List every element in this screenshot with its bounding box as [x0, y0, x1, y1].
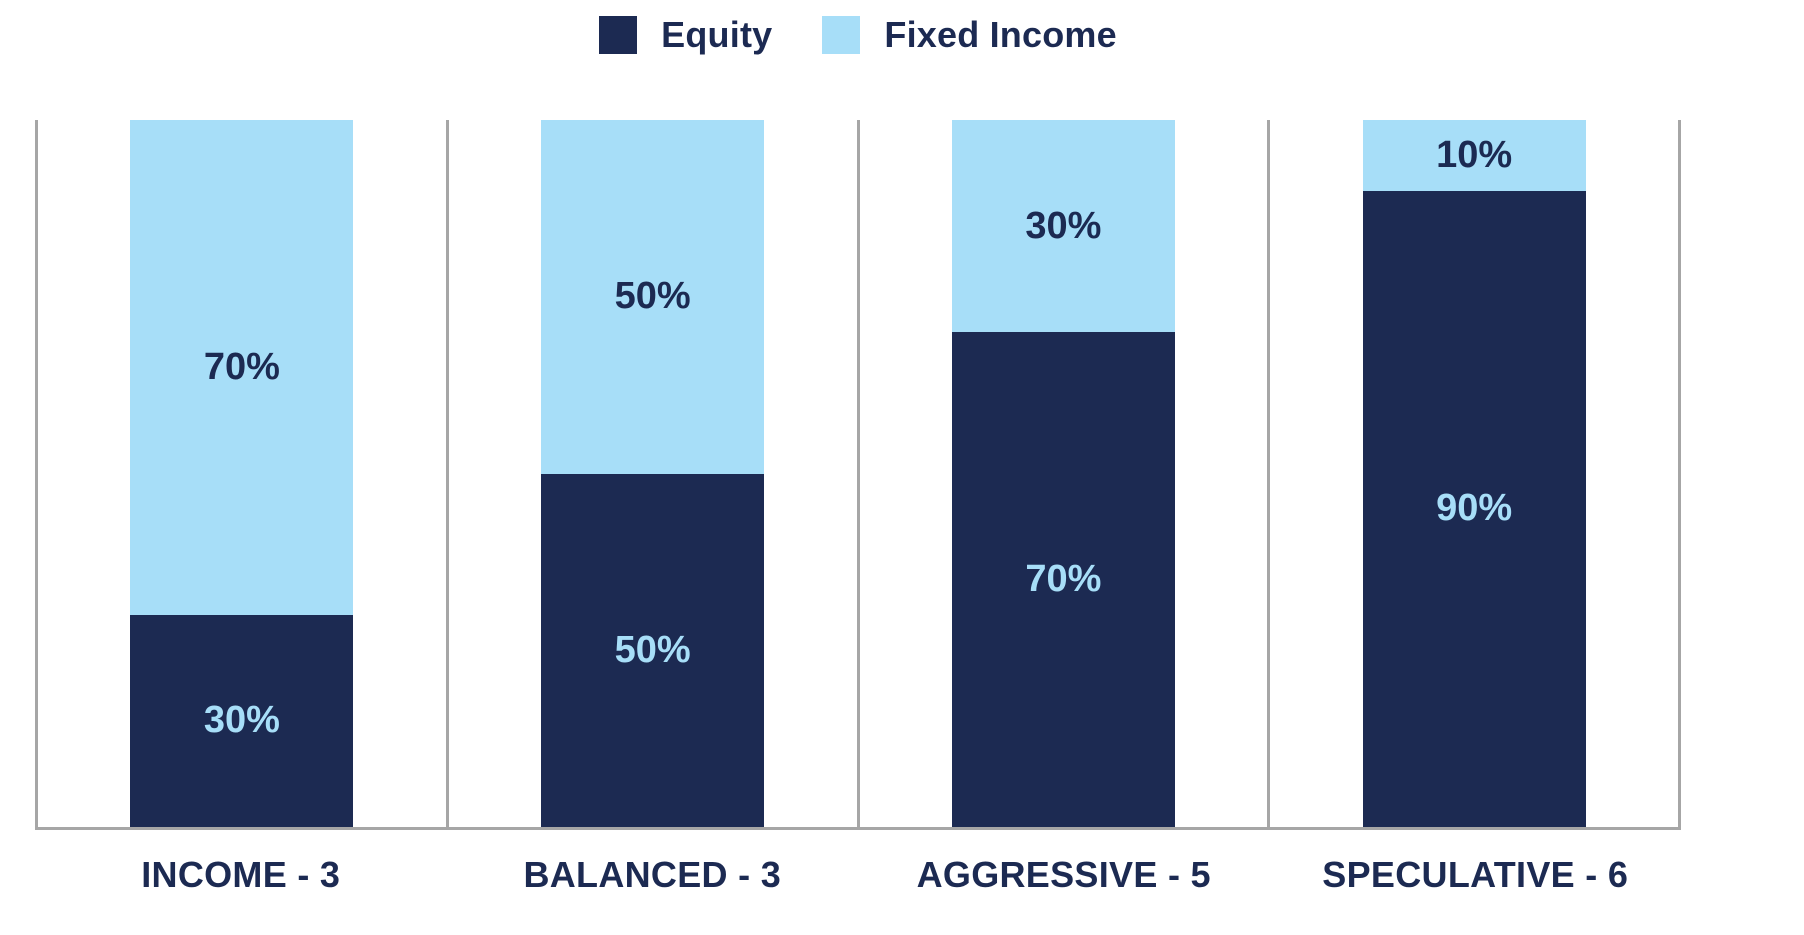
category-label: SPECULATIVE - 6	[1322, 854, 1629, 895]
plot-area: 70% 30% 50% 50% 30% 70% 10% 90%	[35, 120, 1681, 830]
legend-item-equity: Equity	[599, 14, 772, 56]
category-label: INCOME - 3	[141, 854, 341, 895]
category-label: BALANCED - 3	[523, 854, 782, 895]
chart-panel: 50% 50%	[445, 120, 857, 827]
stacked-bar: 30% 70%	[951, 120, 1175, 827]
chart-panel: 30% 70%	[856, 120, 1268, 827]
equity-segment: 70%	[951, 332, 1175, 827]
stacked-bar: 10% 90%	[1362, 120, 1586, 827]
fixed-income-swatch-icon	[822, 16, 861, 54]
fixed-income-segment: 70%	[130, 120, 354, 615]
category-label: AGGRESSIVE - 5	[916, 854, 1211, 895]
equity-swatch-icon	[599, 16, 638, 54]
stacked-bar: 50% 50%	[541, 120, 765, 827]
legend-label-equity: Equity	[661, 14, 773, 55]
chart-panel: 10% 90%	[1267, 120, 1678, 827]
x-axis-labels: INCOME - 3 BALANCED - 3 AGGRESSIVE - 5 SPEC…	[35, 854, 1681, 896]
fixed-income-segment: 10%	[1362, 120, 1586, 191]
chart-panel: 70% 30%	[35, 120, 446, 827]
legend-item-fixed-income: Fixed Income	[822, 14, 1117, 56]
equity-segment: 30%	[130, 614, 354, 827]
equity-segment: 50%	[541, 473, 765, 827]
fixed-income-segment: 50%	[541, 120, 765, 474]
legend-label-fixed-income: Fixed Income	[884, 14, 1117, 55]
chart-legend: Equity Fixed Income	[35, 14, 1681, 56]
stacked-bar: 70% 30%	[130, 120, 354, 827]
equity-segment: 90%	[1362, 190, 1586, 827]
fixed-income-segment: 30%	[951, 120, 1175, 333]
